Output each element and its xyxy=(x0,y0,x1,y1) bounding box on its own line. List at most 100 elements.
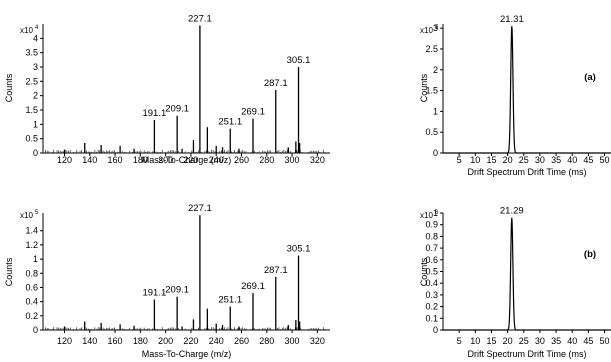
y-tick-label: 1 xyxy=(33,254,38,264)
panel-b-drift-spectrum: 00.10.20.30.40.50.60.70.80.915 10 15 20 25 30… xyxy=(419,206,611,359)
x-tick-label: 50 xyxy=(600,155,610,165)
y-tick-label: 0.3 xyxy=(425,290,438,300)
drift-peak-line xyxy=(443,217,611,331)
x-tick-label: 120 xyxy=(57,336,72,346)
x-tick-label: 240 xyxy=(209,336,224,346)
x-tick-label: 220 xyxy=(183,336,198,346)
x-tick-label: 35 xyxy=(551,336,561,346)
y-tick-label: 0.2 xyxy=(25,311,38,321)
y-tick-label: 0 xyxy=(433,148,438,158)
y-tick-label: 0.6 xyxy=(25,282,38,292)
x-tick-label: 160 xyxy=(108,155,123,165)
y-tick-label: 0.5 xyxy=(25,134,38,144)
y-tick-label: 1.5 xyxy=(425,86,438,96)
x-tick-label: 120 xyxy=(57,155,72,165)
peak-label: 251.1 xyxy=(218,295,242,306)
x-tick-label: 45 xyxy=(583,336,593,346)
y-axis-label: Counts xyxy=(4,257,14,286)
x-tick-label: 15 xyxy=(486,155,496,165)
y-tick-label: 0.8 xyxy=(425,231,438,241)
panel-label: (a) xyxy=(584,72,596,83)
y-tick-label: 2.5 xyxy=(25,76,38,86)
x-tick-label: 160 xyxy=(108,336,123,346)
y-tick-label: 0 xyxy=(33,325,38,335)
y-tick-label: 1.5 xyxy=(25,105,38,115)
y-tick-label: 2 xyxy=(33,91,38,101)
y-tick-label: 4 xyxy=(33,33,38,43)
x-tick-label: 20 xyxy=(503,336,513,346)
x-tick-label: 25 xyxy=(519,336,529,346)
y-tick-label: 0.1 xyxy=(425,313,438,323)
y-tick-label: 0.4 xyxy=(425,278,438,288)
peak-label: 21.29 xyxy=(500,206,524,217)
peak-label: 305.1 xyxy=(287,55,311,66)
panel-a-mass-spectrum: 0 0.5 1 1.5 2 2.5 3 3.5 4 120 140 160 180 200 220 240 26… xyxy=(4,13,330,165)
y-tick-label: 3 xyxy=(33,62,38,72)
multiplier-label: x10 xyxy=(20,26,33,35)
peak-label: 209.1 xyxy=(165,104,189,115)
x-axis-label: Drift Spectrum Drift Time (ms) xyxy=(467,167,586,177)
x-tick-label: 200 xyxy=(158,336,173,346)
x-tick-label: 200 xyxy=(158,155,173,165)
peak-label: 191.1 xyxy=(142,108,166,119)
y-axis-label: Counts xyxy=(419,73,429,102)
y-tick-label: 1 xyxy=(33,119,38,129)
peak-label: 269.1 xyxy=(241,281,265,292)
x-tick-label: 20 xyxy=(503,155,513,165)
peak-label: 227.1 xyxy=(188,203,212,214)
peak-label: 227.1 xyxy=(188,13,212,24)
x-tick-label: 40 xyxy=(567,336,577,346)
y-tick-label: 0.5 xyxy=(425,127,438,137)
y-axis-label: Counts xyxy=(4,73,14,102)
y-tick-label: 0.8 xyxy=(25,268,38,278)
y-tick-label: 0.7 xyxy=(425,243,438,253)
x-tick-label: 40 xyxy=(567,155,577,165)
panel-b-mass-spectrum: 0 0.2 0.4 0.6 0.8 1 1.2 1.4 120 140 160 180 200 220 24… xyxy=(4,203,330,359)
y-tick-label: 2.5 xyxy=(425,44,438,54)
x-tick-label: 45 xyxy=(583,155,593,165)
peak-label: 287.1 xyxy=(264,265,288,276)
x-tick-label: 25 xyxy=(519,155,529,165)
multiplier-exponent: 4 xyxy=(35,25,39,31)
peak-label: 269.1 xyxy=(241,107,265,118)
x-tick-label: 280 xyxy=(259,336,274,346)
multiplier-label: x10 xyxy=(420,211,433,220)
y-tick-label: 2 xyxy=(433,65,438,75)
x-tick-label: 300 xyxy=(285,336,300,346)
peak-label: 251.1 xyxy=(218,117,242,128)
y-tick-label: 0.9 xyxy=(425,220,438,230)
multiplier-label: x10 xyxy=(420,26,433,35)
x-tick-label: 240 xyxy=(209,155,224,165)
x-tick-label: 35 xyxy=(551,155,561,165)
x-tick-label: 180 xyxy=(133,336,148,346)
x-tick-label: 280 xyxy=(259,155,274,165)
y-tick-label: 0.4 xyxy=(25,297,38,307)
y-tick-label: 1 xyxy=(433,106,438,116)
x-tick-label: 30 xyxy=(535,155,545,165)
x-tick-label: 320 xyxy=(310,155,325,165)
x-tick-label: 50 xyxy=(600,336,610,346)
x-tick-label: 140 xyxy=(82,336,97,346)
multiplier-exponent: 6 xyxy=(435,210,439,216)
x-axis-label: Mass-To-Charge (m/z) xyxy=(142,349,232,359)
panel-label: (b) xyxy=(584,249,596,260)
x-tick-label: 5 xyxy=(457,155,462,165)
x-tick-label: 10 xyxy=(470,336,480,346)
y-tick-label: 1.4 xyxy=(25,226,38,236)
x-tick-label: 15 xyxy=(486,336,496,346)
peak-label: 305.1 xyxy=(287,244,311,255)
x-tick-label: 260 xyxy=(234,336,249,346)
y-tick-label: 1.2 xyxy=(25,240,38,250)
x-axis-label: Drift Spectrum Drift Time (ms) xyxy=(467,349,586,359)
y-tick-label: 3 xyxy=(433,23,438,33)
x-tick-label: 260 xyxy=(234,155,249,165)
y-tick-label: 0.2 xyxy=(425,302,438,312)
y-tick-label: 0 xyxy=(433,325,438,335)
x-tick-label: 140 xyxy=(82,155,97,165)
multiplier-exponent: 5 xyxy=(435,25,439,31)
y-axis-label: Counts xyxy=(419,257,429,286)
x-tick-label: 5 xyxy=(457,336,462,346)
